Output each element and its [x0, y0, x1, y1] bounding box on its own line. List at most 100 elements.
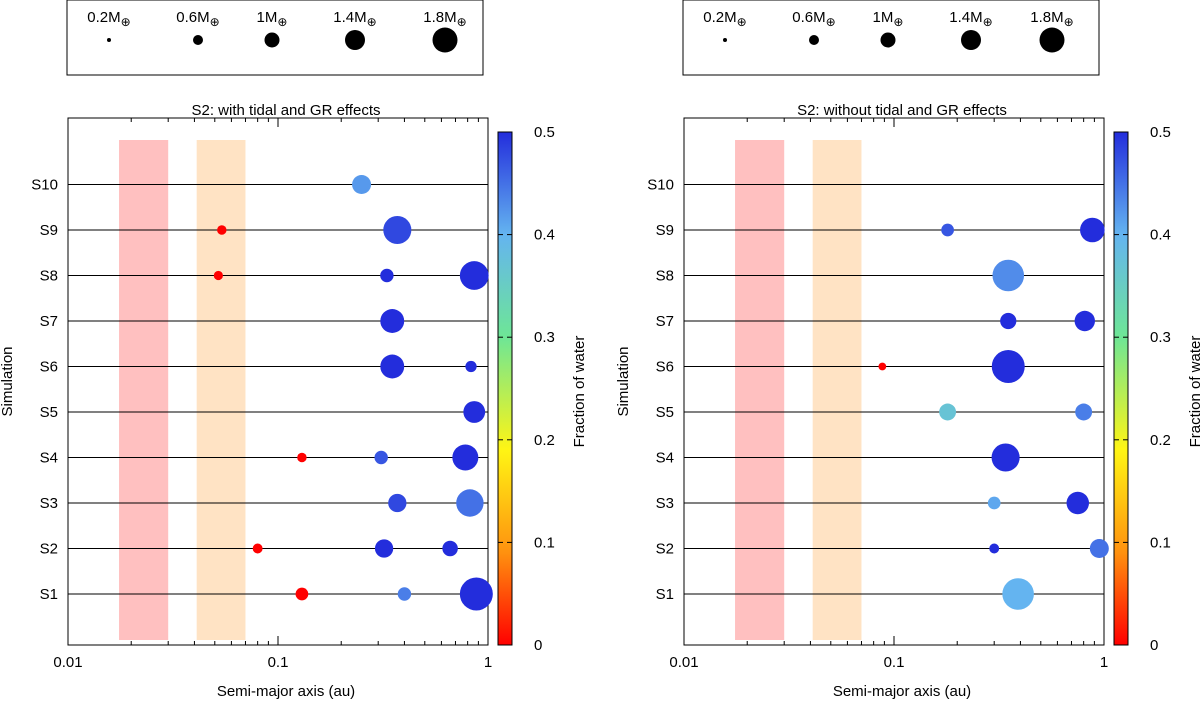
colorbar-tick-label: 0.2 [534, 432, 555, 449]
size-legend-label: 0.6M⊕ [176, 9, 219, 29]
earth-mass-symbol: ⊕ [737, 15, 747, 29]
planet-point [1002, 578, 1034, 610]
y-tick-label: S9 [656, 222, 674, 239]
x-tick-label: 0.01 [669, 654, 698, 671]
shaded-region [735, 140, 785, 640]
earth-mass-symbol: ⊕ [893, 15, 903, 29]
size-legend-dot [1039, 27, 1065, 53]
planet-point [459, 577, 493, 611]
earth-mass-symbol: ⊕ [457, 15, 467, 29]
planet-point [297, 452, 307, 463]
planet-point [452, 444, 479, 471]
planet-point [1075, 403, 1093, 421]
y-tick-label: S8 [40, 268, 58, 285]
colorbar [1113, 131, 1129, 646]
y-tick-label: S5 [40, 404, 58, 421]
size-legend-mass: 0.6M [792, 9, 825, 26]
panel-without-tidal: 0.2M⊕ 0.6M⊕ 1M⊕ 1.4M⊕ 1.8M⊕S2: without tidal… [615, 0, 1200, 700]
y-tick-label: S7 [40, 313, 58, 330]
planet-point [939, 403, 957, 421]
planet-point [1080, 217, 1105, 243]
size-legend-item: 0.2M⊕ [703, 9, 747, 42]
y-tick-label: S2 [40, 541, 58, 558]
planet-point [941, 223, 954, 237]
planet-point [989, 543, 1000, 554]
colorbar-tick-label: 0.5 [534, 124, 555, 141]
earth-mass-symbol: ⊕ [210, 15, 220, 29]
colorbar-tick-label: 0.3 [534, 329, 555, 346]
y-tick-label: S4 [656, 450, 674, 467]
size-legend-mass: 1.4M [333, 9, 366, 26]
planet-point [295, 587, 309, 601]
planet-point [397, 587, 412, 601]
planet-point [374, 539, 394, 558]
size-legend-mass: 1M [873, 9, 894, 26]
y-tick-label: S6 [40, 359, 58, 376]
y-tick-label: S2 [656, 541, 674, 558]
size-legend-mass: 1M [257, 9, 278, 26]
planet-point [878, 362, 887, 371]
colorbar-tick-label: 0.1 [534, 534, 555, 551]
size-legend-label: 0.2M⊕ [703, 9, 746, 29]
earth-mass-symbol: ⊕ [983, 15, 993, 29]
planet-point [465, 360, 477, 373]
colorbar-tick-label: 0.5 [1150, 124, 1171, 141]
size-legend-label: 0.2M⊕ [87, 9, 130, 29]
x-axis-label: Semi-major axis (au) [833, 683, 971, 700]
size-legend-label: 1.4M⊕ [333, 9, 376, 29]
size-legend-mass: 0.2M [87, 9, 120, 26]
x-tick-label: 0.01 [53, 654, 82, 671]
y-tick-label: S3 [656, 495, 674, 512]
planet-point [1089, 539, 1109, 558]
size-legend-dot [432, 27, 458, 53]
x-tick-label: 1 [1100, 654, 1108, 671]
colorbar [497, 131, 513, 646]
planet-point [442, 540, 458, 557]
size-legend-label: 0.6M⊕ [792, 9, 835, 29]
size-legend-dot [107, 38, 111, 42]
size-legend-item: 1.4M⊕ [949, 9, 993, 50]
colorbar-tick-label: 0.1 [1150, 534, 1171, 551]
planet-point [383, 215, 412, 245]
size-legend-dot [723, 38, 727, 42]
planet-point [217, 225, 227, 235]
planet-point [213, 270, 223, 281]
size-legend-dot [193, 35, 203, 45]
size-legend-item: 1M⊕ [873, 9, 903, 48]
y-axis-label: Simulation [615, 346, 632, 416]
planet-point [987, 496, 1001, 510]
y-tick-label: S6 [656, 359, 674, 376]
earth-mass-symbol: ⊕ [121, 15, 131, 29]
chart-title: S2: without tidal and GR effects [797, 102, 1007, 119]
size-legend-label: 1.8M⊕ [423, 9, 466, 29]
size-legend-mass: 1.8M [1030, 9, 1063, 26]
chart-title: S2: with tidal and GR effects [192, 102, 381, 119]
colorbar-label: Fraction of water [571, 336, 588, 448]
size-legend-item: 1M⊕ [257, 9, 287, 48]
size-legend-item: 0.6M⊕ [176, 9, 220, 45]
size-legend-item: 0.6M⊕ [792, 9, 836, 45]
y-tick-label: S4 [40, 450, 58, 467]
x-axis-label: Semi-major axis (au) [217, 683, 355, 700]
y-tick-label: S1 [656, 586, 674, 603]
planet-point [252, 543, 263, 554]
planet-point [1000, 312, 1017, 330]
y-tick-label: S5 [656, 404, 674, 421]
earth-mass-symbol: ⊕ [826, 15, 836, 29]
planet-point [463, 401, 486, 423]
planet-point [1066, 491, 1090, 515]
size-legend-mass: 0.6M [176, 9, 209, 26]
size-legend-mass: 0.2M [703, 9, 736, 26]
colorbar-tick-label: 0.2 [1150, 432, 1171, 449]
planet-point [459, 261, 489, 290]
size-legend-dot [880, 32, 896, 48]
colorbar-tick-label: 0 [534, 637, 542, 654]
x-tick-label: 1 [484, 654, 492, 671]
planet-point [374, 450, 388, 465]
size-legend-item: 1.8M⊕ [423, 9, 467, 53]
size-legend-item: 1.4M⊕ [333, 9, 377, 50]
size-legend-mass: 1.8M [423, 9, 456, 26]
x-tick-label: 0.1 [884, 654, 905, 671]
x-tick-label: 0.1 [268, 654, 289, 671]
